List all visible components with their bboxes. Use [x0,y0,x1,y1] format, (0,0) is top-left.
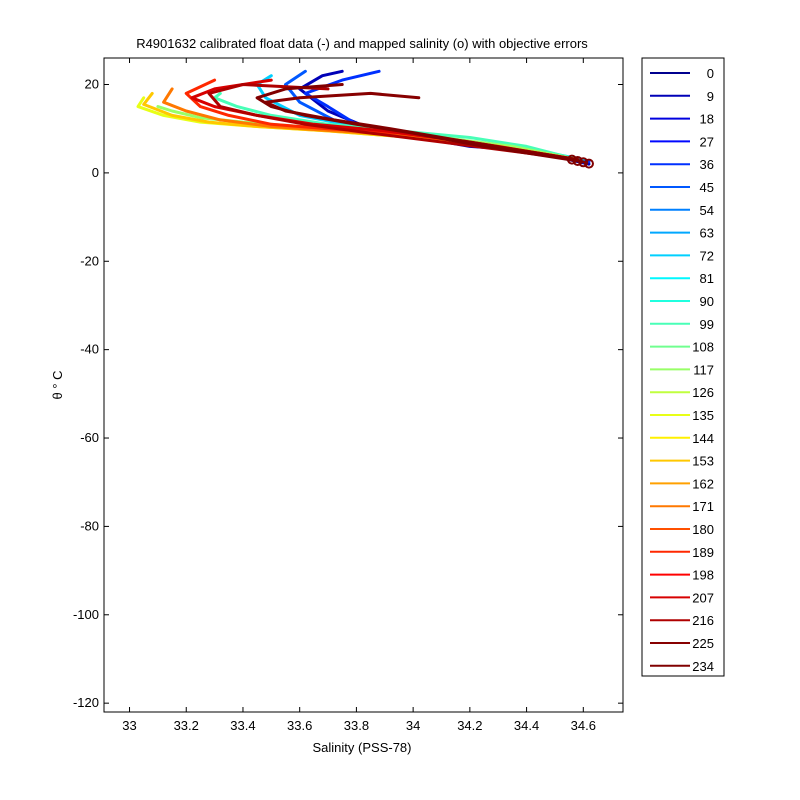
legend-label: 117 [693,362,714,377]
legend-label: 108 [692,340,714,355]
legend-label: 180 [692,522,714,537]
legend-label: 0 [707,66,714,81]
mapped-salinity-marker [572,155,583,166]
mapped-salinity-marker [566,154,577,165]
legend-label: 90 [700,294,714,309]
x-tick-label: 33.6 [287,718,312,733]
legend-label: 144 [692,431,714,446]
profile-line-11 [207,83,580,162]
axis-ticks: 33 33.2 33.4 33.6 33.8 34 34.2 34.4 34.6 20 0 -20 -4… [73,58,623,733]
chart-title: R4901632 calibrated float data (-) and m… [136,36,588,51]
legend-label: 45 [700,180,714,195]
legend-label: 225 [692,636,714,651]
profile-line-13 [255,83,585,164]
legend-label: 63 [700,226,714,241]
x-tick-label: 33.8 [344,718,369,733]
x-tick-label: 34.6 [571,718,596,733]
y-tick-label: 0 [92,165,99,180]
x-tick-label: 34.2 [457,718,482,733]
legend-label: 54 [700,203,714,218]
x-tick-label: 34 [406,718,420,733]
legend-label: 135 [692,408,714,423]
legend-label: 81 [700,271,714,286]
mapped-salinity-marker [578,157,589,168]
legend-label: 27 [700,134,714,149]
x-tick-label: 33.2 [174,718,199,733]
y-tick-label: -40 [80,342,99,357]
y-tick-label: -60 [80,430,99,445]
y-tick-label: -80 [80,518,99,533]
mapped-salinity-marker [583,158,594,169]
legend-label: 18 [700,112,714,127]
legend-label: 126 [692,385,714,400]
y-tick-label: -20 [80,253,99,268]
legend-label: 99 [700,317,714,332]
legend-label: 162 [692,476,714,491]
legend-label: 36 [700,157,714,172]
profile-line-1 [303,69,591,164]
plot-area [136,69,594,169]
y-tick-label: 20 [85,77,99,92]
legend-label: 234 [692,659,714,674]
y-axis-label: θ ° C [50,370,65,399]
legend-label: 207 [692,590,714,605]
y-tick-label: -100 [73,607,99,622]
legend-box [641,57,725,677]
y-tick-label: -120 [73,695,99,710]
x-tick-label: 34.4 [514,718,539,733]
legend-label: 9 [707,89,714,104]
legend-label: 198 [692,568,714,583]
legend-label: 153 [692,454,714,469]
plot-frame [103,57,624,713]
legend-label: 72 [700,248,714,263]
legend-label: 189 [692,545,714,560]
x-tick-label: 33 [122,718,136,733]
legend: 0 9 18 27 36 45 54 63 72 81 90 99 108 117 126 135 144 153… [641,57,725,677]
legend-label: 171 [692,499,714,514]
x-tick-label: 33.4 [230,718,255,733]
x-axis-label: Salinity (PSS-78) [313,740,412,755]
legend-label: 216 [692,613,714,628]
